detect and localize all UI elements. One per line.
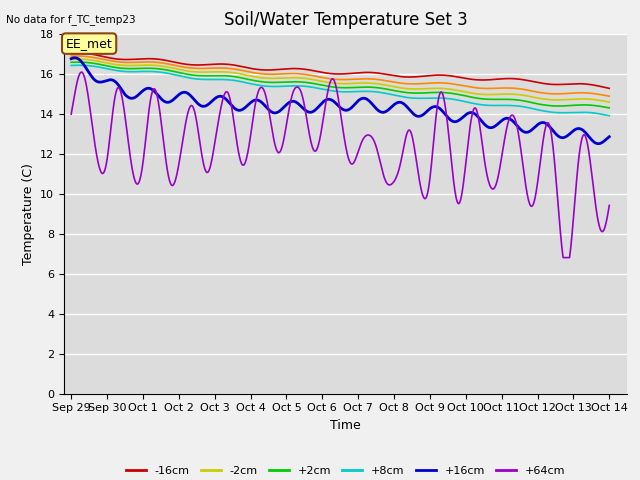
Text: No data for f_TC_temp23: No data for f_TC_temp23 <box>6 14 136 25</box>
-2cm <box>329 80 337 86</box>
+64cm <box>329 76 337 82</box>
+2cm <box>590 103 598 108</box>
+64cm <box>95 163 103 168</box>
+2cm <box>95 61 103 67</box>
Line: -16cm: -16cm <box>71 53 609 88</box>
+16cm <box>67 56 75 61</box>
+64cm <box>77 69 85 75</box>
-16cm <box>67 50 75 56</box>
+2cm <box>492 96 499 102</box>
-8cm <box>492 85 499 91</box>
-16cm <box>329 71 337 77</box>
+16cm <box>492 123 499 129</box>
+8cm <box>76 62 83 68</box>
+2cm <box>590 103 598 108</box>
X-axis label: Time: Time <box>330 419 361 432</box>
+16cm <box>71 55 79 60</box>
Line: +8cm: +8cm <box>71 65 609 116</box>
+16cm <box>595 141 602 146</box>
-16cm <box>605 85 613 91</box>
Line: +16cm: +16cm <box>71 58 609 144</box>
+2cm <box>74 60 82 65</box>
+64cm <box>315 141 323 146</box>
Line: -8cm: -8cm <box>71 56 609 96</box>
+8cm <box>329 88 337 94</box>
-2cm <box>605 99 613 105</box>
-8cm <box>315 74 323 80</box>
-16cm <box>95 53 103 59</box>
-2cm <box>492 92 499 97</box>
-16cm <box>315 69 323 74</box>
-8cm <box>67 53 75 59</box>
+16cm <box>329 98 337 104</box>
-16cm <box>590 82 598 88</box>
+16cm <box>590 139 598 145</box>
Line: -2cm: -2cm <box>71 59 609 102</box>
+8cm <box>590 110 598 116</box>
-2cm <box>67 56 75 62</box>
Text: EE_met: EE_met <box>66 37 113 50</box>
-2cm <box>73 56 81 62</box>
+64cm <box>590 191 598 197</box>
+2cm <box>67 60 75 65</box>
+64cm <box>67 111 75 117</box>
+16cm <box>590 139 598 144</box>
-8cm <box>590 91 598 96</box>
+64cm <box>492 184 499 190</box>
+8cm <box>605 113 613 119</box>
-8cm <box>95 56 103 61</box>
Title: Soil/Water Temperature Set 3: Soil/Water Temperature Set 3 <box>224 11 467 29</box>
-8cm <box>590 91 598 96</box>
+16cm <box>315 104 323 109</box>
Line: +64cm: +64cm <box>71 72 609 258</box>
+2cm <box>329 84 337 90</box>
+8cm <box>67 62 75 68</box>
-8cm <box>72 53 80 59</box>
-2cm <box>590 96 598 102</box>
+2cm <box>605 105 613 111</box>
-16cm <box>72 50 80 56</box>
-16cm <box>590 82 598 88</box>
-16cm <box>492 76 499 82</box>
+8cm <box>95 64 103 70</box>
Y-axis label: Temperature (C): Temperature (C) <box>22 163 35 264</box>
+2cm <box>315 82 323 87</box>
+8cm <box>492 103 499 108</box>
-8cm <box>329 76 337 82</box>
+16cm <box>95 79 103 85</box>
+16cm <box>605 134 613 140</box>
-8cm <box>605 93 613 99</box>
+8cm <box>590 110 598 116</box>
+64cm <box>590 189 598 195</box>
-2cm <box>315 78 323 84</box>
Legend: -16cm, -8cm, -2cm, +2cm, +8cm, +16cm, +64cm: -16cm, -8cm, -2cm, +2cm, +8cm, +16cm, +6… <box>121 462 570 480</box>
Line: +2cm: +2cm <box>71 62 609 108</box>
-2cm <box>95 59 103 64</box>
+8cm <box>315 85 323 91</box>
-2cm <box>590 96 598 102</box>
+64cm <box>605 203 613 208</box>
+64cm <box>559 255 567 261</box>
